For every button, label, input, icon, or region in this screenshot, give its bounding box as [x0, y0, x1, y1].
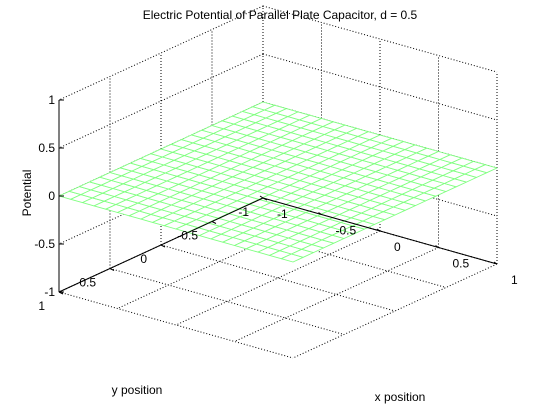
x-tick	[259, 195, 264, 199]
surface-mesh	[58, 101, 498, 263]
x-tick-label: 1	[511, 273, 518, 287]
chart-title: Electric Potential of Parallel Plate Cap…	[143, 8, 418, 22]
grid-line	[234, 247, 439, 342]
y-tick-label: -1	[238, 205, 249, 219]
y-tick	[109, 268, 115, 271]
x-tick-label: -0.5	[336, 224, 357, 238]
y-tick	[262, 197, 268, 201]
x-axis-label: x position	[375, 390, 426, 404]
x-tick-label: -1	[277, 207, 288, 221]
tick-labels: -1-0.500.51-1-0.500.51-1-0.500.51	[34, 93, 518, 313]
x-tick	[435, 245, 439, 248]
y-tick-label: 1	[38, 299, 45, 313]
x-tick	[376, 228, 381, 232]
x-tick-label: 0.5	[453, 257, 470, 271]
z-tick-label: -0.5	[34, 237, 55, 251]
y-tick-label: 0	[140, 252, 147, 266]
x-tick	[493, 261, 498, 265]
y-tick	[58, 291, 64, 295]
axes-front	[58, 99, 498, 295]
surface-cell	[474, 164, 498, 174]
y-tick	[160, 244, 166, 248]
y-tick-label: 0.5	[79, 276, 96, 290]
y-tick	[211, 221, 217, 224]
y-tick-label: -0.5	[177, 229, 198, 243]
z-axis-label: Potential	[20, 170, 34, 217]
z-tick-label: 0	[48, 189, 55, 203]
x-tick-label: 0	[394, 240, 401, 254]
x-tick	[318, 212, 322, 215]
z-tick-label: 0.5	[38, 141, 55, 155]
z-tick-label: 1	[48, 93, 55, 107]
z-tick-label: -1	[44, 285, 55, 299]
y-axis-label: y position	[112, 383, 163, 397]
